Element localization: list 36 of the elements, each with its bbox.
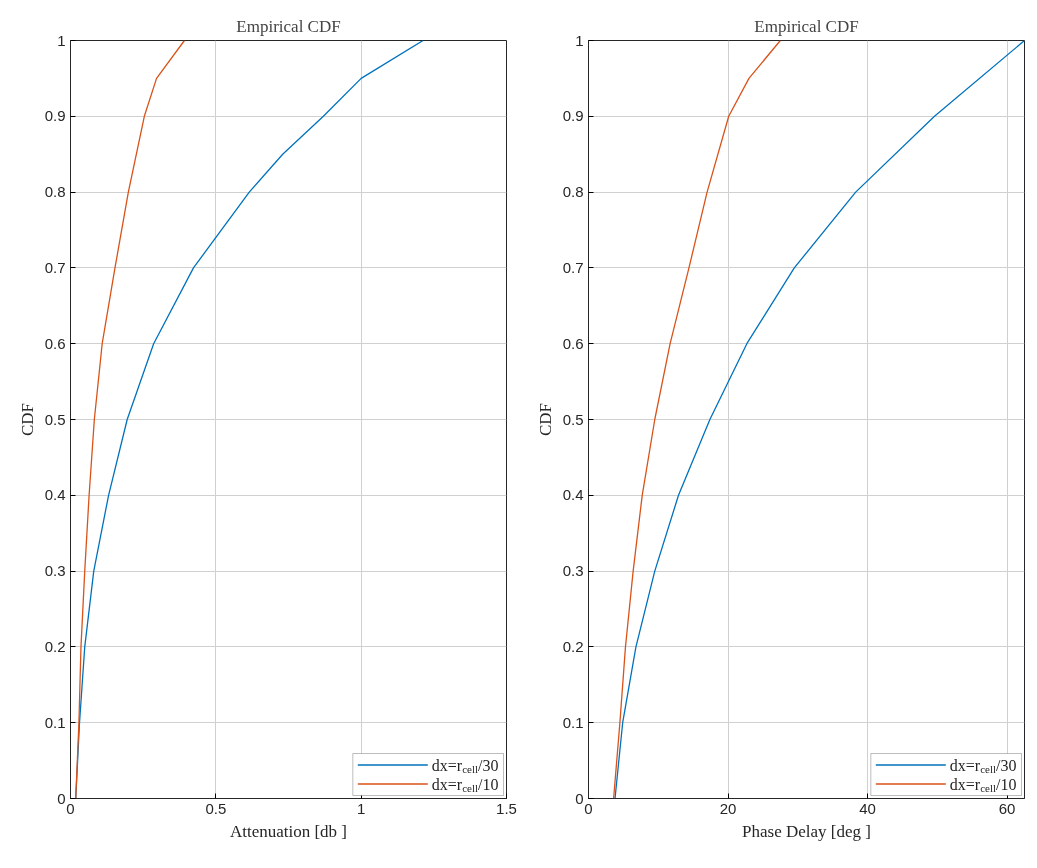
y-axis-title: CDF <box>17 402 37 437</box>
y-tick-label: 0.4 <box>562 486 584 504</box>
y-tick-label: 0.5 <box>562 410 584 428</box>
x-tick-label: 1 <box>357 799 366 817</box>
y-axis-title: CDF <box>535 402 555 437</box>
x-tick-label: 20 <box>719 799 737 817</box>
y-tick-label: 0.2 <box>44 637 66 655</box>
chart-title: Empirical CDF <box>236 16 341 36</box>
y-tick-label: 0.3 <box>562 562 584 580</box>
line-series <box>75 40 424 799</box>
y-tick-label: 0.8 <box>44 183 66 201</box>
y-tick-label: 0.8 <box>562 183 584 201</box>
x-tick-label: 40 <box>859 799 876 817</box>
y-tick-label: 0.3 <box>44 562 66 580</box>
x-tick-label: 1.5 <box>496 799 517 817</box>
line-series <box>75 40 186 799</box>
y-tick-label: 0.1 <box>44 713 66 731</box>
y-tick-label: 0.4 <box>44 486 66 504</box>
chart-title: Empirical CDF <box>754 16 859 36</box>
y-tick-label: 0.7 <box>44 258 66 276</box>
line-series <box>614 40 1025 799</box>
x-tick-label: 0.5 <box>205 799 227 817</box>
y-tick-label: 0.6 <box>44 334 66 352</box>
x-tick-label: 60 <box>998 799 1016 817</box>
y-tick-label: 0.2 <box>562 637 584 655</box>
x-axis-title: Attenuation [db ] <box>229 821 348 841</box>
x-axis-title: Phase Delay [deg ] <box>742 821 871 841</box>
y-tick-label: 0.9 <box>44 107 66 125</box>
y-tick-label: 0.6 <box>562 334 584 352</box>
y-tick-label: 0.5 <box>44 410 66 428</box>
line-series <box>612 40 781 799</box>
y-tick-label: 0.1 <box>562 713 584 731</box>
y-tick-label: 0.7 <box>562 258 584 276</box>
y-tick-label: 1 <box>57 31 66 49</box>
y-tick-label: 1 <box>575 31 584 49</box>
y-tick-label: 0.9 <box>562 107 584 125</box>
